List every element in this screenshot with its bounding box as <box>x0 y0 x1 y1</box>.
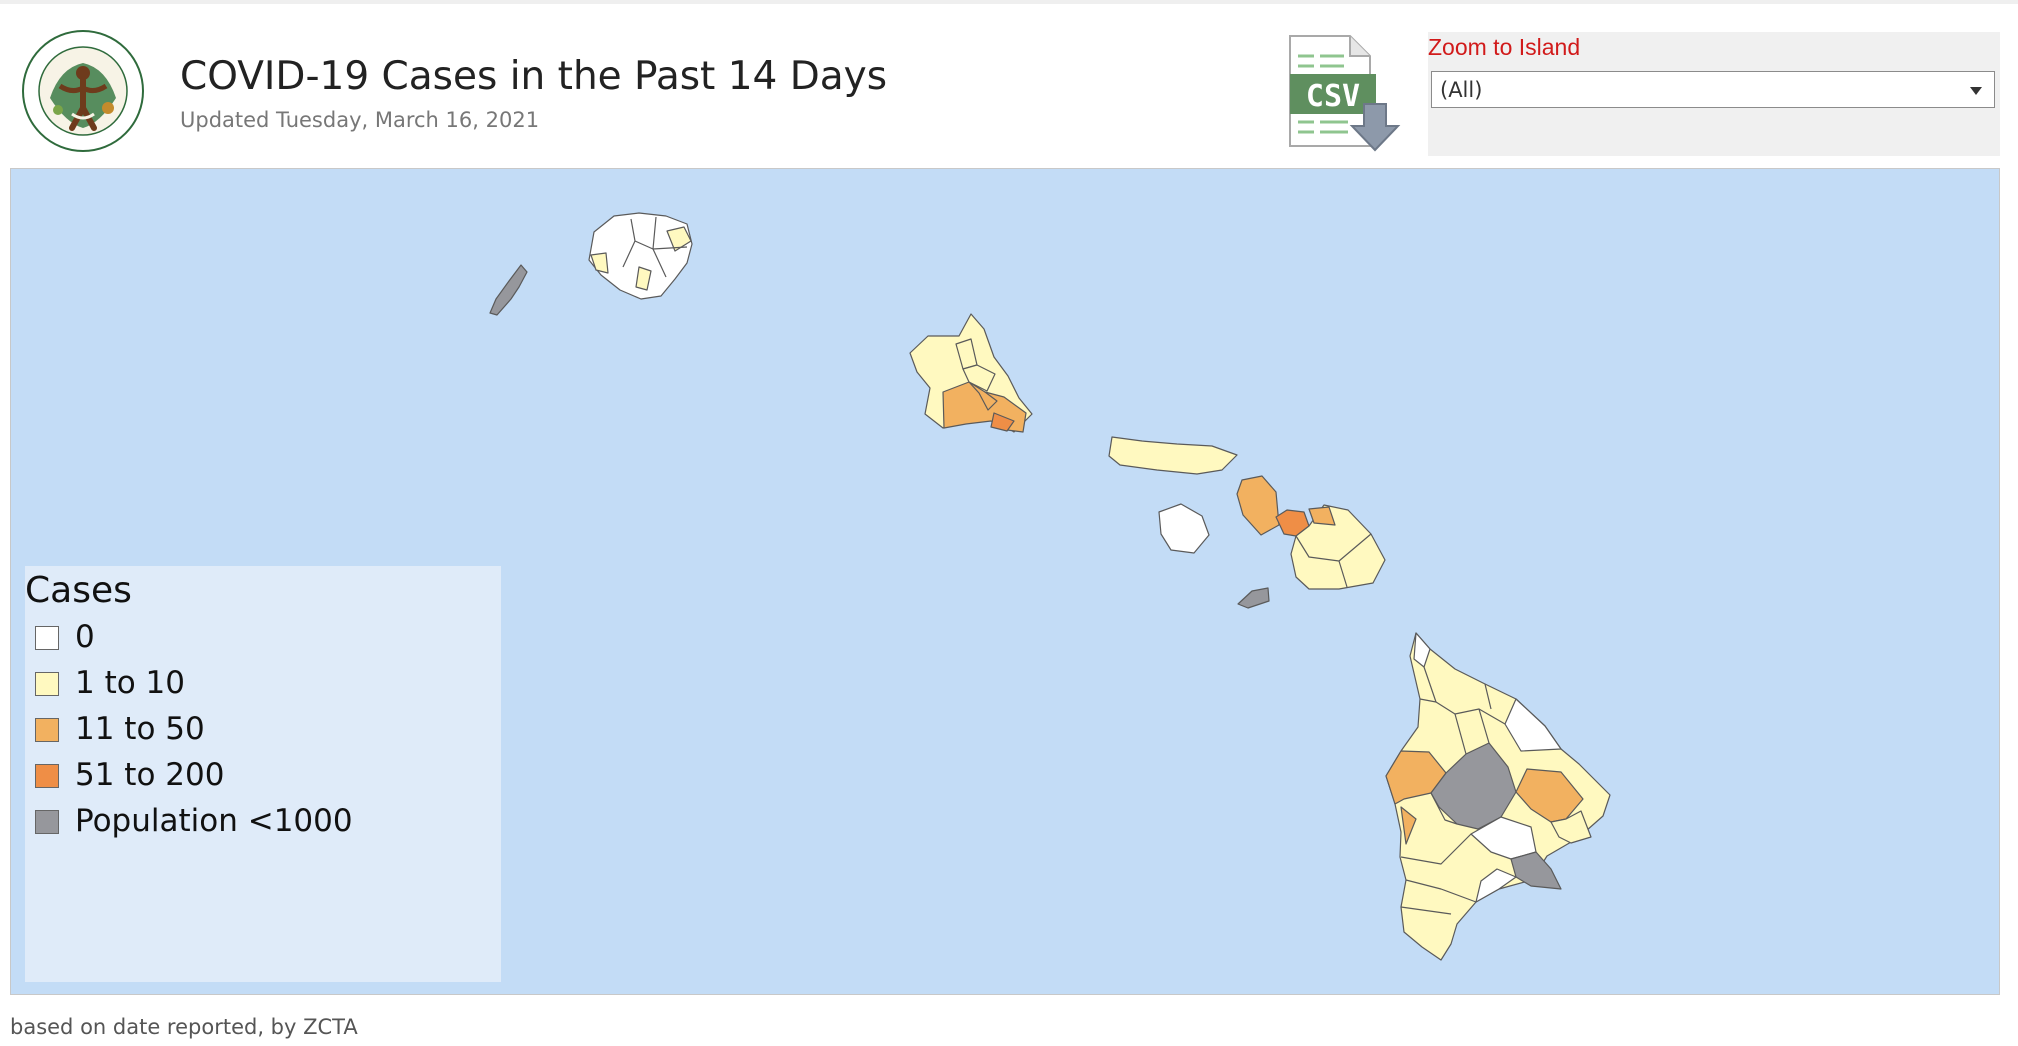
footnote: based on date reported, by ZCTA <box>10 1015 358 1039</box>
legend-label-11-to-50: 11 to 50 <box>75 711 205 747</box>
updated-date: Updated Tuesday, March 16, 2021 <box>180 108 540 132</box>
legend-label-1-to-10: 1 to 10 <box>75 665 185 701</box>
map-canvas <box>489 212 1611 961</box>
island-lanai[interactable] <box>1158 503 1210 554</box>
legend-label-0: 0 <box>75 619 95 655</box>
legend-title: Cases <box>25 570 132 611</box>
zoom-to-island-filter: Zoom to Island (All) <box>1428 32 2000 156</box>
department-of-health-seal <box>22 30 144 152</box>
island-dropdown-value: (All) <box>1440 78 1483 102</box>
top-border <box>0 0 2018 4</box>
island-kauai[interactable] <box>588 212 693 300</box>
legend-swatch-0 <box>35 626 59 650</box>
island-dropdown[interactable]: (All) <box>1431 71 1995 108</box>
island-kahoolawe[interactable] <box>1237 587 1270 609</box>
legend-label-51-to-200: 51 to 200 <box>75 757 225 793</box>
legend-swatch-1-to-10 <box>35 672 59 696</box>
header: COVID-19 Cases in the Past 14 Days Updat… <box>0 4 2018 164</box>
zoom-to-island-label: Zoom to Island <box>1428 34 1581 60</box>
legend-swatch-51-to-200 <box>35 764 59 788</box>
island-molokai[interactable] <box>1108 436 1238 475</box>
chevron-down-icon[interactable] <box>1970 87 1982 95</box>
csv-label: CSV <box>1306 79 1360 114</box>
legend-label-population-under-1000: Population <1000 <box>75 803 353 839</box>
island-maui[interactable] <box>1236 475 1386 590</box>
legend-swatch-11-to-50 <box>35 718 59 742</box>
island-hawaii[interactable] <box>1385 632 1611 961</box>
hawaii-map[interactable]: Cases 0 1 to 10 11 to 50 51 to 200 Popul… <box>10 168 2000 995</box>
island-oahu[interactable] <box>909 313 1033 433</box>
page-title: COVID-19 Cases in the Past 14 Days <box>180 54 888 99</box>
legend-swatch-population-under-1000 <box>35 810 59 834</box>
island-niihau[interactable] <box>489 264 528 316</box>
legend: Cases 0 1 to 10 11 to 50 51 to 200 Popul… <box>25 566 501 982</box>
csv-download-icon[interactable]: CSV <box>1288 34 1404 154</box>
